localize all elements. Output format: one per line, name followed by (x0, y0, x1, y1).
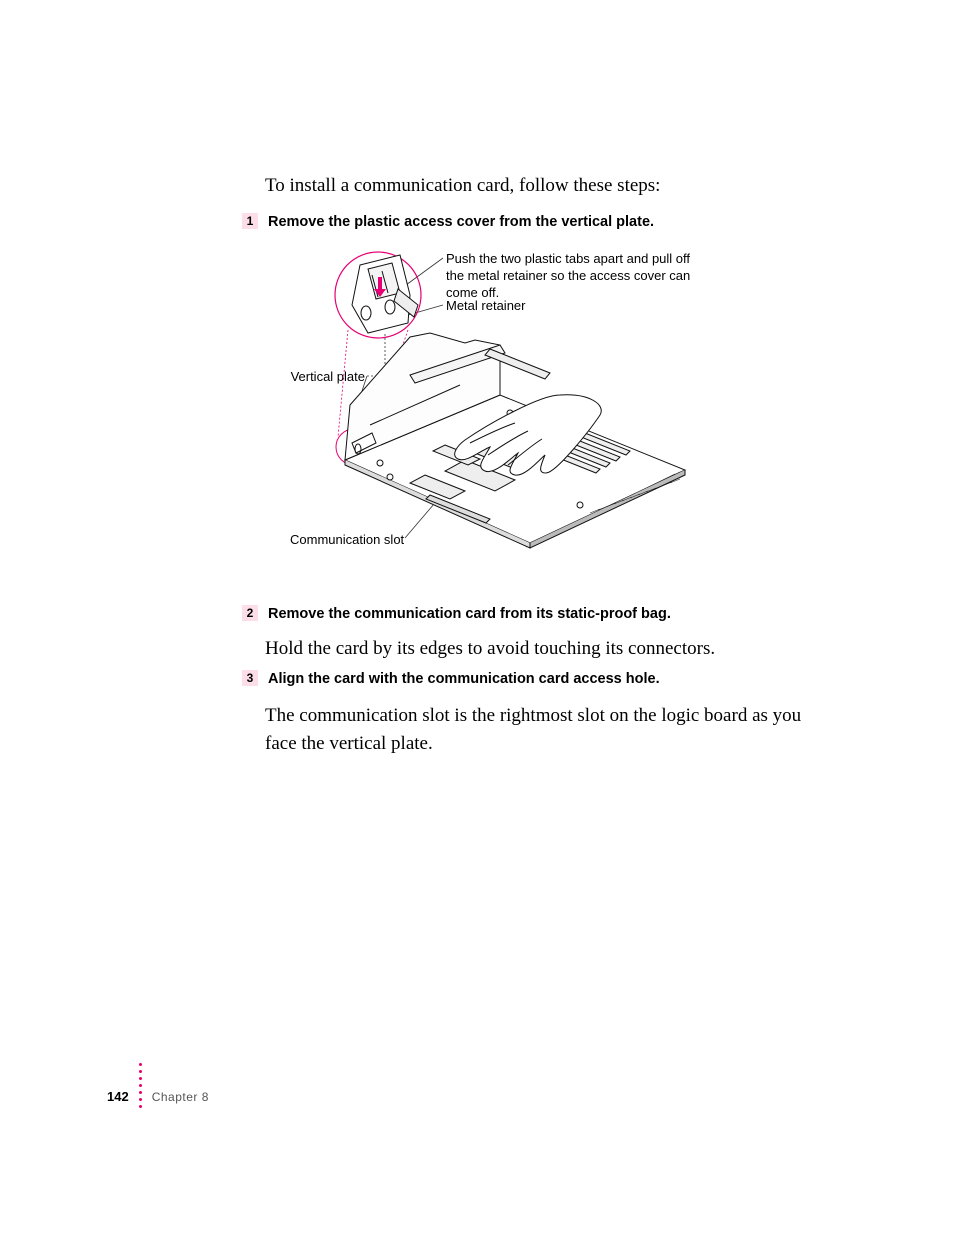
step-2-body: Hold the card by its edges to avoid touc… (265, 635, 805, 663)
diagram: Push the two plastic tabs apart and pull… (290, 245, 700, 565)
step-3-row: 3 Align the card with the communication … (242, 670, 660, 689)
step-1-row: 1 Remove the plastic access cover from t… (242, 213, 654, 232)
step-3-text: Align the card with the communication ca… (268, 670, 660, 689)
footer: 142 Chapter 8 (107, 1085, 209, 1108)
step-2-row: 2 Remove the communication card from its… (242, 605, 671, 624)
callout-comm-slot: Communication slot (290, 532, 404, 549)
chapter-label: Chapter 8 (152, 1090, 209, 1104)
callout-push-tabs: Push the two plastic tabs apart and pull… (446, 251, 696, 302)
step-number-box: 2 (242, 605, 258, 621)
step-number-box: 1 (242, 213, 258, 229)
callout-metal-retainer: Metal retainer (446, 298, 525, 315)
callout-vertical-plate: Vertical plate (290, 369, 365, 386)
step-number: 1 (247, 214, 254, 228)
step-1-text: Remove the plastic access cover from the… (268, 213, 654, 232)
intro-text: To install a communication card, follow … (265, 175, 660, 197)
step-3-body: The communication slot is the rightmost … (265, 702, 805, 757)
step-number-box: 3 (242, 670, 258, 686)
step-2-text: Remove the communication card from its s… (268, 605, 671, 624)
page-number: 142 (107, 1089, 129, 1104)
step-number: 2 (247, 606, 254, 620)
footer-dots (139, 1063, 142, 1108)
page: To install a communication card, follow … (0, 0, 954, 1235)
step-number: 3 (247, 671, 254, 685)
